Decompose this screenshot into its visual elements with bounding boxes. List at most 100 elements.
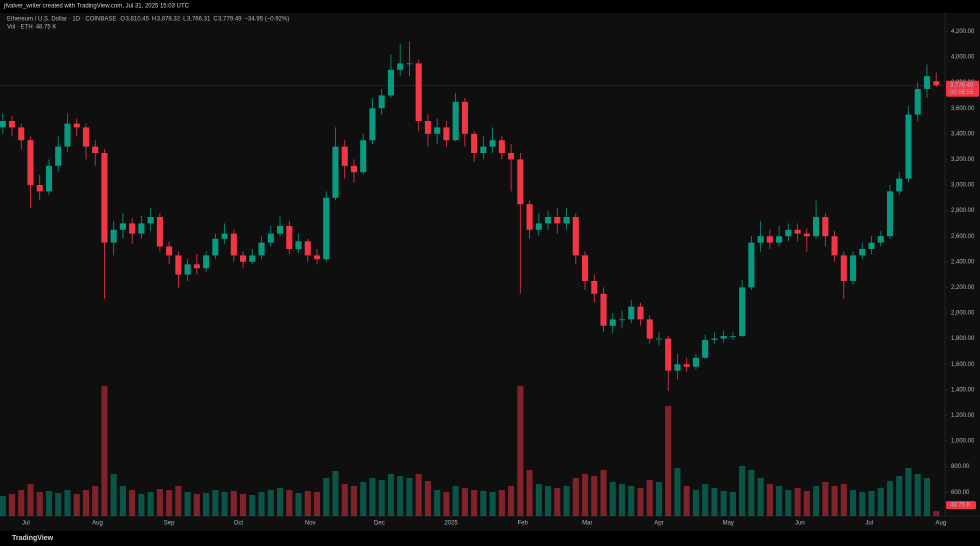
volume-bar <box>415 474 422 516</box>
candle-body <box>64 123 71 147</box>
volume-bar <box>276 488 284 516</box>
candle-body <box>618 319 626 321</box>
volume-bar <box>748 470 755 516</box>
candle-body <box>406 63 413 65</box>
volume-bar <box>720 491 727 516</box>
volume-bar <box>461 488 468 516</box>
candle-body <box>119 223 126 230</box>
candle-body <box>665 338 672 371</box>
candle-body <box>914 89 921 115</box>
candle-body <box>240 255 247 262</box>
volume-bar <box>295 493 302 516</box>
candle-body <box>628 306 635 320</box>
volume-bar <box>156 489 163 516</box>
volume-bar <box>27 484 34 516</box>
candle-body <box>471 133 478 154</box>
candle-body <box>304 241 311 256</box>
y-tick-label: 1,800.00 <box>951 336 975 342</box>
y-tick-label: 3,200.00 <box>951 157 975 163</box>
y-tick-label: 3,400.00 <box>951 131 975 137</box>
volume-bar <box>757 478 764 516</box>
volume-bar <box>896 476 903 516</box>
candle-body <box>572 217 579 256</box>
volume-bar <box>803 491 810 516</box>
volume-bar <box>221 492 228 516</box>
candle-body <box>138 223 145 234</box>
legend-key: O <box>120 17 125 23</box>
x-tick-label: Aug <box>92 521 103 527</box>
candle-body <box>849 255 857 281</box>
volume-bar <box>886 481 894 516</box>
volume-bar <box>766 484 773 516</box>
legend-key: L <box>183 17 187 23</box>
volume-bar <box>406 478 413 516</box>
volume-bar <box>665 406 672 516</box>
candle-body <box>840 255 847 281</box>
candle-body <box>221 233 228 239</box>
volume-bar <box>387 474 394 516</box>
candle-body <box>822 217 829 237</box>
volume-bar <box>0 496 6 516</box>
legend-value: 3,766.31 <box>187 17 211 23</box>
candle-body <box>831 236 838 256</box>
candle-body <box>267 233 274 243</box>
y-tick-label: 2,000.00 <box>951 311 975 317</box>
candle-body <box>387 69 394 96</box>
volume-bar <box>82 490 90 516</box>
volume-bar <box>212 490 219 516</box>
volume-legend-value: 48.75 K <box>36 25 57 31</box>
volume-bar <box>646 480 653 516</box>
candle-body <box>0 121 6 128</box>
volume-bar <box>45 491 53 516</box>
volume-bar <box>591 476 598 516</box>
x-tick-label: Aug <box>935 521 946 527</box>
volume-bar <box>702 484 709 516</box>
volume-bar <box>424 481 431 516</box>
candle-body <box>360 140 367 173</box>
volume-bar <box>129 490 136 516</box>
volume-bar <box>877 488 884 516</box>
x-tick-label: Jul <box>22 521 30 527</box>
volume-bar <box>859 492 866 516</box>
volume-bar <box>618 484 626 516</box>
candle-body <box>711 338 718 340</box>
x-tick-label: Jul <box>865 521 873 527</box>
y-tick-label: 3,000.00 <box>951 183 975 189</box>
candle-body <box>600 293 607 326</box>
candle-body <box>637 306 644 320</box>
x-tick-label: Oct <box>234 521 244 527</box>
volume-bar <box>304 491 311 516</box>
volume-bar <box>840 484 847 516</box>
volume-bar <box>147 492 154 516</box>
legend-value: 3,779.49 <box>218 17 242 23</box>
candle-body <box>156 217 163 247</box>
volume-bar <box>258 492 265 516</box>
volume-bar <box>73 494 80 516</box>
candle-body <box>18 127 25 141</box>
volume-bar <box>360 482 367 516</box>
candle-body <box>249 255 256 262</box>
x-tick-label: Nov <box>305 521 316 527</box>
volume-bar <box>609 482 616 516</box>
volume-bar <box>452 486 459 516</box>
candle-body <box>36 185 43 192</box>
volume-bar <box>471 490 478 516</box>
candle-body <box>868 242 875 250</box>
volume-bar <box>517 386 524 516</box>
volume-bar <box>905 468 912 516</box>
candle-body <box>545 217 552 224</box>
volume-bar <box>138 494 145 516</box>
volume-bar <box>36 492 43 516</box>
volume-bar <box>64 490 71 516</box>
candle-body <box>581 255 589 281</box>
volume-tag-label: 48.75 K <box>950 503 971 509</box>
candle-body <box>129 223 136 234</box>
candle-body <box>859 249 866 256</box>
candle-body <box>350 165 358 173</box>
volume-bar <box>831 486 838 516</box>
volume-bar <box>554 488 561 516</box>
volume-bar <box>683 486 690 516</box>
volume-bar <box>776 486 783 516</box>
volume-bar <box>350 486 358 516</box>
